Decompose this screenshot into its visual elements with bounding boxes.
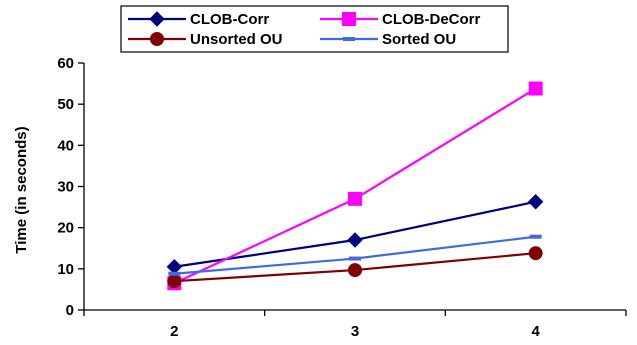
- series-sorted-ou: [168, 234, 542, 276]
- y-tick-label: 60: [57, 55, 74, 72]
- y-tick-label: 40: [57, 137, 74, 154]
- legend-marker: [342, 12, 356, 26]
- data-point: [528, 81, 543, 96]
- x-tick-label: 3: [351, 323, 359, 340]
- legend-box: [120, 5, 509, 53]
- data-point: [347, 232, 363, 248]
- legend: CLOB-Corr CLOB-DeCorr Unsorted OU Sorted OU: [120, 5, 509, 53]
- y-tick-label: 10: [57, 261, 74, 278]
- data-point: [349, 256, 361, 261]
- legend-label: Sorted OU: [382, 31, 456, 48]
- legend-label: CLOB-Corr: [190, 11, 269, 28]
- data-point: [348, 191, 362, 206]
- data-point: [528, 246, 543, 261]
- data-point: [529, 234, 542, 239]
- data-point: [166, 259, 183, 275]
- series-layer: [166, 81, 544, 291]
- legend-item: CLOB-Corr: [128, 11, 269, 28]
- data-point: [168, 271, 181, 276]
- data-point: [348, 263, 362, 278]
- y-tick-label: 30: [57, 179, 74, 196]
- data-point: [167, 274, 182, 289]
- axes: 0 10 20 30 40 50 60 2 3 4: [57, 55, 627, 340]
- legend-item: Unsorted OU: [128, 31, 283, 48]
- series-clob-corr: [166, 194, 544, 275]
- legend-marker: [343, 37, 355, 41]
- y-tick-label: 0: [66, 302, 74, 319]
- legend-label: Unsorted OU: [190, 31, 283, 48]
- legend-item: Sorted OU: [320, 31, 456, 48]
- data-point: [527, 194, 544, 210]
- series-unsorted-ou: [167, 246, 543, 289]
- x-tick-label: 2: [170, 323, 178, 340]
- y-axis-title: Time (in seconds): [13, 126, 30, 253]
- legend-marker: [150, 32, 164, 46]
- y-tick-label: 20: [57, 220, 74, 237]
- x-tick-label: 4: [531, 323, 540, 340]
- y-tick-label: 50: [57, 96, 74, 113]
- series-line: [173, 87, 537, 285]
- legend-marker: [149, 11, 165, 27]
- legend-item: CLOB-DeCorr: [320, 11, 480, 28]
- legend-label: CLOB-DeCorr: [382, 11, 480, 28]
